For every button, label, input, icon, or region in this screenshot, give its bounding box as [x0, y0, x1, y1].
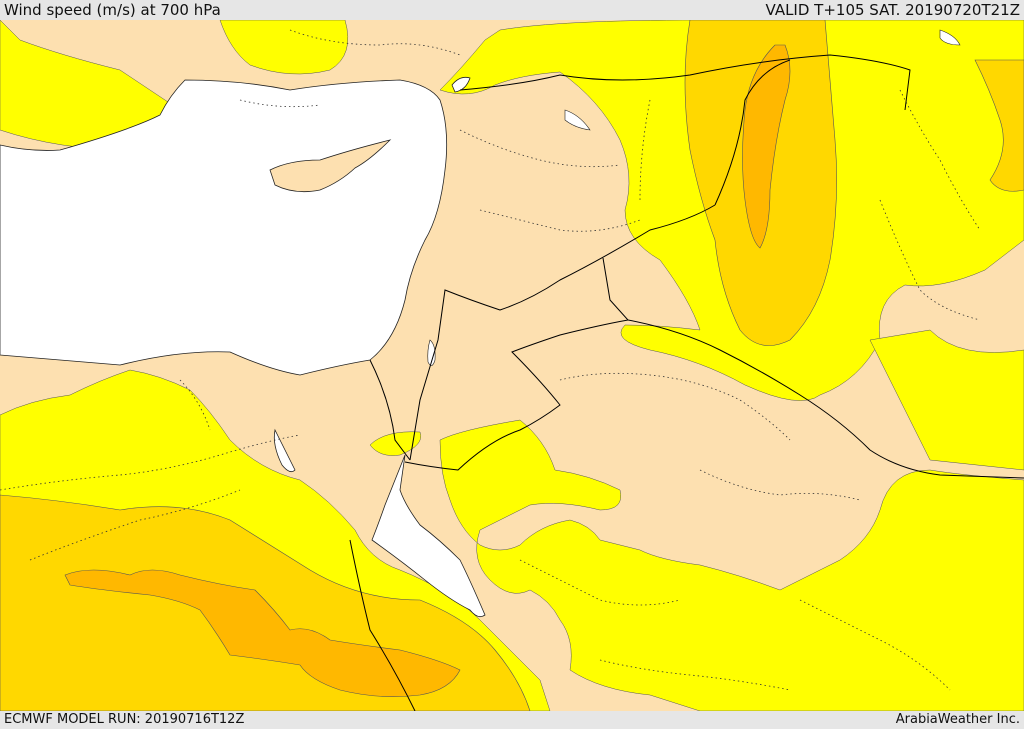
cyprus-island [269, 139, 392, 193]
lakes [427, 29, 961, 366]
credit-label: ArabiaWeather Inc. [895, 712, 1020, 727]
sea-areas [0, 76, 486, 618]
wind-band-high [64, 44, 791, 697]
admin-borders [0, 29, 981, 691]
valid-time: VALID T+105 SAT. 20190720T21Z [765, 1, 1020, 19]
wind-speed-map[interactable] [0, 20, 1024, 711]
model-run: ECMWF MODEL RUN: 20190716T12Z [4, 712, 245, 727]
map-footer: ECMWF MODEL RUN: 20190716T12Z ArabiaWeat… [0, 711, 1024, 729]
map-header: Wind speed (m/s) at 700 hPa VALID T+105 … [0, 0, 1024, 20]
country-borders [349, 54, 1024, 711]
map-title: Wind speed (m/s) at 700 hPa [4, 1, 221, 19]
